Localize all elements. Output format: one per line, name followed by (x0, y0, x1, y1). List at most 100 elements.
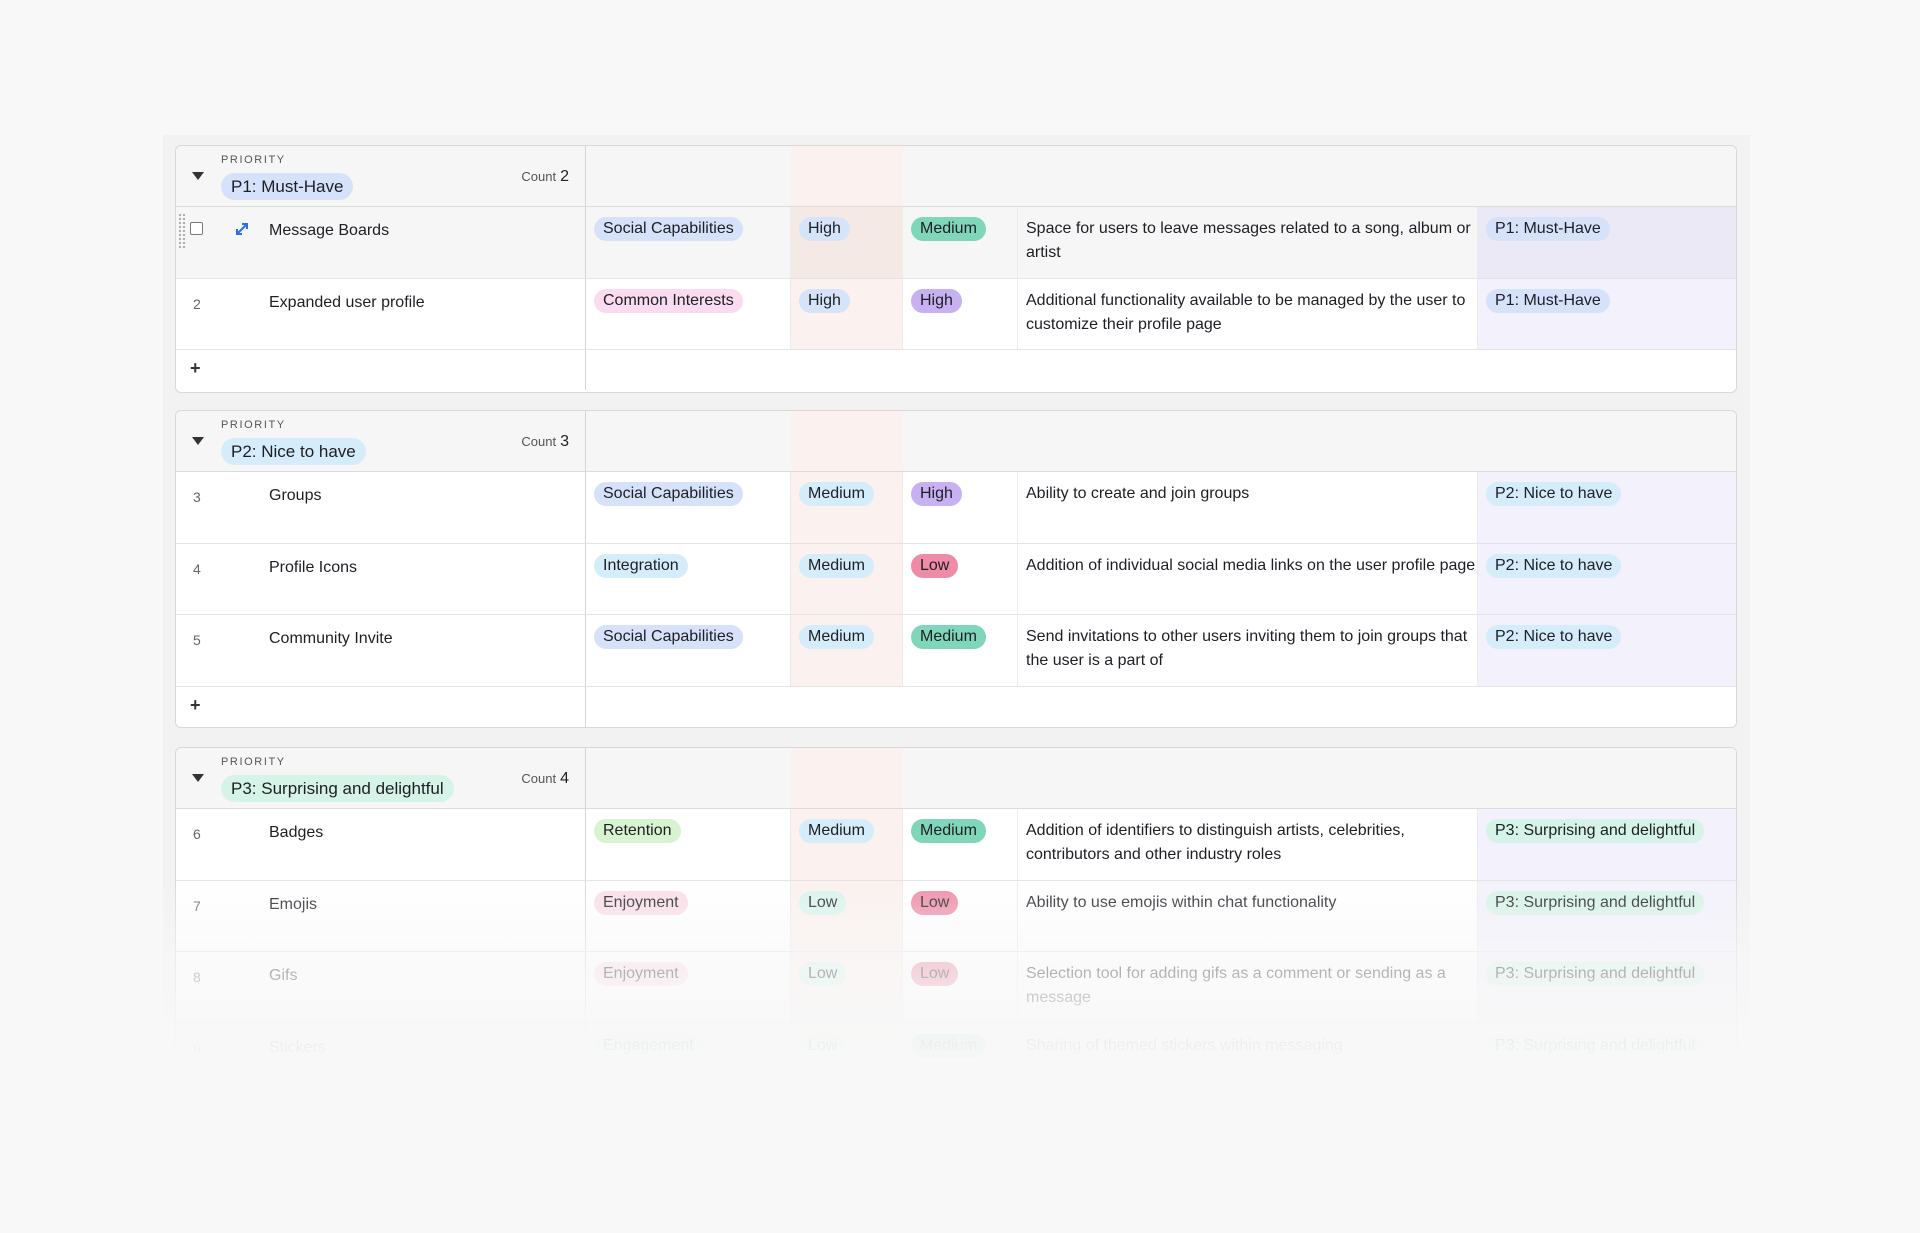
row-name: Groups (269, 487, 322, 504)
row-checkbox[interactable] (190, 222, 203, 235)
table-row[interactable]: 7 Emojis Enjoyment Low Low Ability to us… (176, 880, 1736, 952)
collapse-caret-icon[interactable] (192, 172, 204, 180)
priority-pill: P1: Must-Have (1486, 217, 1610, 241)
priority-pill: P3: Surprising and delightful (1486, 1033, 1705, 1058)
group-count: Count 3 (521, 433, 569, 451)
description-text: Addition of individual social media link… (1026, 556, 1476, 574)
priority-pill: P2: Nice to have (1486, 625, 1622, 649)
category-pill: Integration (594, 553, 688, 578)
effort-pill: Medium (911, 625, 986, 649)
plus-icon[interactable]: + (190, 358, 201, 378)
group-p2: PRIORITY P2: Nice to have Count 3 3 Group… (175, 410, 1737, 728)
category-pill: Social Capabilities (594, 217, 743, 241)
category-pill: Social Capabilities (594, 482, 743, 506)
row-number: 8 (193, 969, 201, 985)
add-row[interactable]: + (176, 350, 1736, 390)
row-number: 4 (193, 560, 201, 577)
group-field-label: PRIORITY (221, 419, 286, 431)
value-pill: Medium (799, 625, 874, 649)
expand-record-icon[interactable] (234, 221, 250, 237)
description-text: Selection tool for adding gifs as a comm… (1026, 965, 1446, 1006)
row-number: 6 (193, 826, 201, 842)
group-title-pill: P3: Surprising and delightful (221, 775, 454, 802)
group-count: Count 2 (521, 168, 569, 186)
row-number: 3 (193, 489, 201, 505)
count-label: Count (521, 169, 557, 184)
category-pill: Social Capabilities (594, 625, 743, 649)
value-pill: Low (799, 890, 847, 915)
row-number: 9 (193, 1040, 201, 1057)
description-text: Ability to use emojis within chat functi… (1026, 893, 1337, 911)
table-row[interactable]: 5 Community Invite Social Capabilities M… (176, 615, 1736, 687)
group-title-pill: P1: Must-Have (221, 173, 354, 200)
count-label: Count (521, 771, 557, 786)
category-pill: Enjoyment (594, 890, 688, 915)
effort-pill: High (911, 482, 962, 506)
effort-pill: Medium (911, 819, 986, 843)
description-text: Addition of identifiers to distinguish a… (1026, 822, 1405, 863)
add-row[interactable]: + (176, 686, 1736, 727)
value-pill: Low (799, 1033, 847, 1058)
description-text: Sharing of themed stickers within messag… (1026, 1036, 1343, 1054)
row-name: Expanded user profile (269, 293, 425, 311)
row-name: Badges (269, 824, 324, 841)
group-p1: PRIORITY P1: Must-Have Count 2 Message Bo… (175, 145, 1737, 393)
effort-pill: Medium (911, 1033, 986, 1058)
grid-view: PRIORITY P1: Must-Have Count 2 Message Bo… (163, 135, 1750, 1075)
category-pill: Retention (594, 819, 681, 843)
table-row[interactable]: 3 Groups Social Capabilities Medium High… (176, 472, 1736, 544)
group-title-pill: P2: Nice to have (221, 438, 366, 465)
description-text: Send invitations to other users inviting… (1026, 628, 1468, 669)
row-name: Emojis (269, 895, 318, 913)
value-pill: High (799, 288, 850, 313)
priority-pill: P2: Nice to have (1486, 482, 1622, 506)
value-pill: Medium (799, 819, 874, 843)
value-pill: Medium (799, 553, 874, 578)
collapse-caret-icon[interactable] (192, 437, 204, 445)
group-p3: PRIORITY P3: Surprising and delightful C… (175, 747, 1737, 1075)
collapse-caret-icon[interactable] (192, 774, 204, 782)
count-value: 3 (560, 433, 569, 450)
description-text: Additional functionality available to be… (1026, 291, 1466, 333)
priority-pill: P3: Surprising and delightful (1486, 819, 1705, 843)
count-value: 2 (560, 168, 569, 185)
plus-icon[interactable]: + (190, 694, 201, 715)
group-header[interactable]: PRIORITY P3: Surprising and delightful C… (176, 748, 1736, 809)
priority-pill: P2: Nice to have (1486, 553, 1622, 578)
category-pill: Engagement (594, 1033, 703, 1058)
priority-pill: P3: Surprising and delightful (1486, 962, 1705, 986)
drag-handle-icon[interactable] (178, 213, 186, 249)
table-row[interactable]: 4 Profile Icons Integration Medium Low A… (176, 543, 1736, 615)
value-pill: Low (799, 962, 847, 986)
effort-pill: Low (911, 962, 959, 986)
effort-pill: Low (911, 553, 959, 578)
group-header[interactable]: PRIORITY P1: Must-Have Count 2 (176, 146, 1736, 207)
row-name: Gifs (269, 967, 298, 984)
category-pill: Enjoyment (594, 962, 688, 986)
effort-pill: Medium (911, 217, 986, 241)
group-field-label: PRIORITY (221, 154, 286, 166)
row-name: Community Invite (269, 630, 393, 647)
value-pill: High (799, 217, 850, 241)
group-header[interactable]: PRIORITY P2: Nice to have Count 3 (176, 411, 1736, 472)
table-row[interactable]: Message Boards Social Capabilities High … (176, 207, 1736, 279)
category-pill: Common Interests (594, 288, 743, 313)
table-row[interactable]: 8 Gifs Enjoyment Low Low Selection tool … (176, 952, 1736, 1024)
description-text: Ability to create and join groups (1026, 485, 1250, 502)
row-name: Stickers (269, 1038, 326, 1056)
count-label: Count (521, 434, 557, 449)
row-number: 2 (193, 295, 201, 312)
row-name: Profile Icons (269, 558, 358, 576)
table-row[interactable]: 6 Badges Retention Medium Medium Additio… (176, 809, 1736, 881)
value-pill: Medium (799, 482, 874, 506)
row-number: 7 (193, 897, 201, 914)
table-row[interactable]: 9 Stickers Engagement Low Medium Sharing… (176, 1023, 1736, 1075)
priority-pill: P3: Surprising and delightful (1486, 890, 1705, 915)
priority-pill: P1: Must-Have (1486, 288, 1610, 313)
row-number: 5 (193, 632, 201, 648)
table-row[interactable]: 2 Expanded user profile Common Interests… (176, 278, 1736, 350)
description-text: Space for users to leave messages relate… (1026, 220, 1471, 261)
count-value: 4 (560, 770, 569, 787)
effort-pill: High (911, 288, 962, 313)
group-field-label: PRIORITY (221, 756, 286, 768)
